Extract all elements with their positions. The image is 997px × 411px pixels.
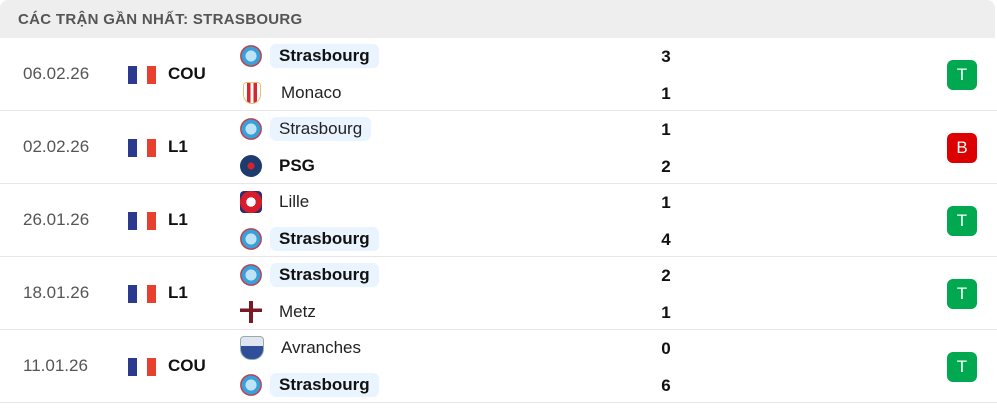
strasbourg-logo-icon: [240, 374, 262, 396]
away-score: 1: [661, 303, 671, 322]
result-badge: T: [947, 352, 977, 382]
team-away: Monaco: [240, 80, 350, 106]
psg-logo-icon: [240, 155, 262, 177]
team-home: Avranches: [240, 335, 370, 361]
away-score: 2: [661, 157, 671, 176]
team-name: Strasbourg: [270, 117, 372, 141]
match-date: 18.01.26: [23, 283, 90, 302]
result-badge: T: [947, 206, 977, 236]
league-code: COU: [168, 64, 206, 83]
strasbourg-logo-icon: [240, 228, 262, 250]
team-name: Avranches: [281, 338, 362, 357]
avranches-logo-icon: [240, 336, 264, 360]
team-name: Metz: [279, 302, 316, 321]
france-flag-icon: [128, 139, 156, 157]
match-row[interactable]: 06.02.26 COU Strasbourg Monaco 3 1 T: [0, 38, 997, 111]
team-name: Lille: [279, 192, 310, 211]
team-away: PSG: [240, 153, 324, 179]
metz-logo-icon: [240, 301, 262, 323]
home-score: 1: [661, 120, 671, 139]
france-flag-icon: [128, 285, 156, 303]
home-score: 0: [661, 339, 671, 358]
match-row[interactable]: 02.02.26 L1 Strasbourg PSG 1 2 B: [0, 111, 997, 184]
team-home: Strasbourg: [240, 116, 372, 142]
match-date: 06.02.26: [23, 64, 90, 83]
team-name: Strasbourg: [270, 227, 379, 251]
match-row[interactable]: 18.01.26 L1 Strasbourg Metz 2 1 T: [0, 257, 997, 330]
home-score: 3: [661, 47, 671, 66]
match-list: 06.02.26 COU Strasbourg Monaco 3 1 T 02.02…: [0, 38, 997, 403]
away-score: 4: [661, 230, 671, 249]
match-row[interactable]: 26.01.26 L1 Lille Strasbourg 1 4 T: [0, 184, 997, 257]
team-name: Strasbourg: [270, 263, 379, 287]
result-badge: T: [947, 60, 977, 90]
result-badge: T: [947, 279, 977, 309]
team-name: Strasbourg: [270, 373, 379, 397]
team-home: Strasbourg: [240, 262, 379, 288]
team-home: Strasbourg: [240, 43, 379, 69]
league-code: L1: [168, 137, 188, 156]
section-header: CÁC TRẬN GẦN NHẤT: STRASBOURG: [0, 0, 995, 38]
away-score: 1: [661, 84, 671, 103]
strasbourg-logo-icon: [240, 118, 262, 140]
strasbourg-logo-icon: [240, 45, 262, 67]
team-name: PSG: [279, 156, 315, 175]
strasbourg-logo-icon: [240, 264, 262, 286]
league-code: L1: [168, 210, 188, 229]
match-date: 11.01.26: [23, 356, 88, 375]
team-name: Strasbourg: [270, 44, 379, 68]
team-away: Metz: [240, 299, 325, 325]
team-away: Strasbourg: [240, 372, 379, 398]
home-score: 2: [661, 266, 671, 285]
home-score: 1: [661, 193, 671, 212]
team-home: Lille: [240, 189, 318, 215]
league-code: L1: [168, 283, 188, 302]
match-date: 26.01.26: [23, 210, 90, 229]
france-flag-icon: [128, 212, 156, 230]
team-name: Monaco: [281, 83, 342, 102]
monaco-logo-icon: [243, 82, 261, 104]
france-flag-icon: [128, 66, 156, 84]
match-row[interactable]: 11.01.26 COU Avranches Strasbourg 0 6 T: [0, 330, 997, 403]
league-code: COU: [168, 356, 206, 375]
result-badge: B: [947, 133, 977, 163]
away-score: 6: [661, 376, 671, 395]
match-date: 02.02.26: [23, 137, 90, 156]
team-away: Strasbourg: [240, 226, 379, 252]
france-flag-icon: [128, 358, 156, 376]
lille-logo-icon: [240, 191, 262, 213]
